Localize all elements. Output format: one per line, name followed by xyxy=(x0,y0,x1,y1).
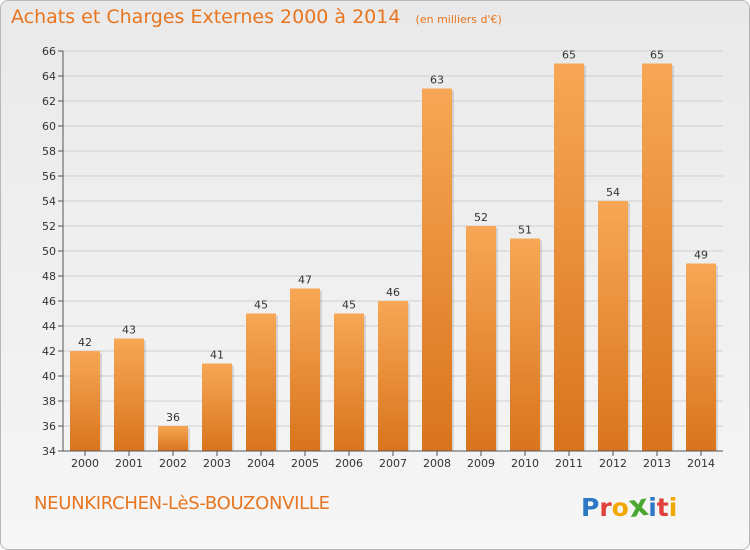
bar xyxy=(466,226,496,451)
y-tick-label: 44 xyxy=(42,320,56,333)
y-tick-label: 48 xyxy=(42,270,56,283)
logo-letter: t xyxy=(656,493,669,522)
y-tick-label: 56 xyxy=(42,170,56,183)
data-label: 65 xyxy=(650,49,664,62)
logo-letter: o xyxy=(611,493,629,522)
y-tick-label: 46 xyxy=(42,295,56,308)
y-tick-label: 42 xyxy=(42,345,56,358)
data-label: 63 xyxy=(430,74,444,87)
x-tick-label: 2005 xyxy=(291,457,319,470)
bar xyxy=(686,263,716,451)
data-label: 49 xyxy=(694,249,708,262)
bar xyxy=(114,338,144,451)
logo-letter: x xyxy=(626,487,651,526)
data-label: 65 xyxy=(562,49,576,62)
bars xyxy=(70,63,718,451)
y-tick-label: 58 xyxy=(42,145,56,158)
logo-letter: r xyxy=(599,493,612,522)
bar xyxy=(290,288,320,451)
x-tick-label: 2007 xyxy=(379,457,407,470)
bar xyxy=(378,301,408,451)
data-label: 46 xyxy=(386,286,400,299)
x-tick-label: 2014 xyxy=(687,457,715,470)
x-tick-label: 2000 xyxy=(71,457,99,470)
y-axis-ticks: 34 36 38 40 42 44 46 48 50 52 54 56 58 60 62 64 66 xyxy=(42,45,63,458)
x-axis-ticks: 2000 2001 2002 2003 2004 2005 2006 2007 2008 2009… xyxy=(71,451,715,470)
data-label: 47 xyxy=(298,274,312,287)
x-tick-label: 2012 xyxy=(599,457,627,470)
chart-unit-note: (en milliers d'€) xyxy=(415,13,502,26)
x-tick-label: 2002 xyxy=(159,457,187,470)
y-tick-label: 54 xyxy=(42,195,56,208)
x-tick-label: 2011 xyxy=(555,457,583,470)
data-label: 45 xyxy=(254,299,268,312)
x-tick-label: 2009 xyxy=(467,457,495,470)
y-tick-label: 62 xyxy=(42,95,56,108)
y-tick-label: 66 xyxy=(42,45,56,58)
data-label: 54 xyxy=(606,186,620,199)
bar xyxy=(246,313,276,451)
bar xyxy=(642,63,672,451)
data-label: 41 xyxy=(210,349,224,362)
y-tick-label: 34 xyxy=(42,445,56,458)
data-label: 43 xyxy=(122,324,136,337)
y-tick-label: 64 xyxy=(42,70,56,83)
data-label: 36 xyxy=(166,411,180,424)
y-tick-label: 60 xyxy=(42,120,56,133)
commune-name: NEUNKIRCHEN-LèS-BOUZONVILLE xyxy=(34,493,330,514)
bar xyxy=(202,363,232,451)
x-tick-label: 2010 xyxy=(511,457,539,470)
title-row: Achats et Charges Externes 2000 à 2014 (… xyxy=(11,6,502,28)
bar xyxy=(422,88,452,451)
data-label: 42 xyxy=(78,336,92,349)
chart-title: Achats et Charges Externes 2000 à 2014 xyxy=(11,6,401,28)
y-tick-label: 40 xyxy=(42,370,56,383)
x-tick-label: 2001 xyxy=(115,457,143,470)
x-tick-label: 2006 xyxy=(335,457,363,470)
data-label: 51 xyxy=(518,224,532,237)
x-tick-label: 2008 xyxy=(423,457,451,470)
y-tick-label: 52 xyxy=(42,220,56,233)
data-label: 52 xyxy=(474,211,488,224)
axes xyxy=(62,51,723,452)
logo-letter: i xyxy=(648,493,657,522)
data-label: 45 xyxy=(342,299,356,312)
bar xyxy=(70,351,100,451)
bar xyxy=(598,201,628,451)
logo-letter: P xyxy=(581,493,600,522)
y-tick-label: 38 xyxy=(42,395,56,408)
data-labels: 42 43 36 41 45 47 45 46 63 52 51 65 54 65 49 xyxy=(78,49,708,425)
bar xyxy=(510,238,540,451)
x-tick-label: 2004 xyxy=(247,457,275,470)
y-tick-label: 50 xyxy=(42,245,56,258)
x-tick-label: 2013 xyxy=(643,457,671,470)
proxiti-logo: Proxiti xyxy=(581,487,678,526)
bar xyxy=(158,426,188,451)
bar xyxy=(554,63,584,451)
bar xyxy=(334,313,364,451)
y-tick-label: 36 xyxy=(42,420,56,433)
x-tick-label: 2003 xyxy=(203,457,231,470)
logo-letter: i xyxy=(668,493,678,522)
